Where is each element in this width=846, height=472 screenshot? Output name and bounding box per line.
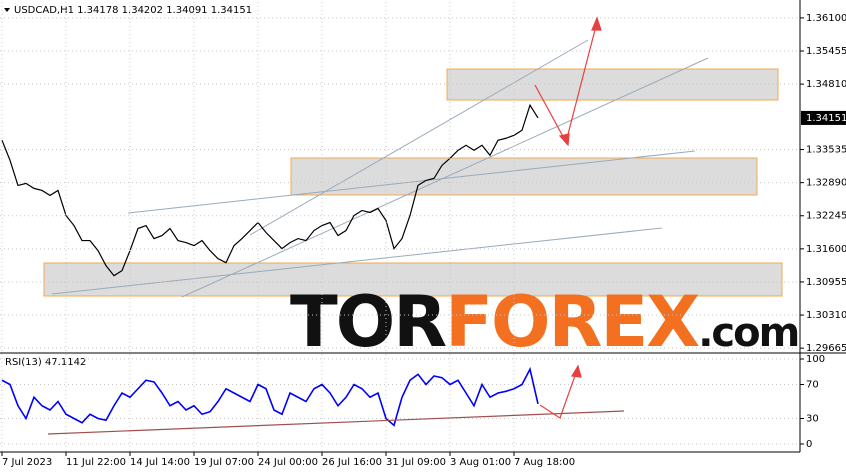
y-tick-label: 100 (806, 354, 825, 365)
support-zone (43, 262, 783, 297)
arrowhead (571, 364, 582, 378)
y-tick-label: 1.36100 (806, 13, 846, 24)
trend-lines (51, 39, 709, 298)
y-tick-label: 70 (806, 379, 819, 390)
y-tick-label: 0 (806, 439, 812, 450)
watermark-part: TOR (290, 281, 446, 363)
watermark-part: .com (698, 310, 798, 356)
y-tick-label: 1.35455 (806, 46, 846, 57)
x-tick-label: 19 Jul 07:00 (194, 457, 254, 468)
y-tick-label: 1.30310 (806, 310, 846, 321)
trend-line (181, 57, 709, 298)
trend-line (249, 39, 589, 236)
x-tick-label: 11 Jul 22:00 (66, 457, 126, 468)
arrowhead (558, 133, 570, 147)
price-line (1, 103, 539, 277)
x-tick-label: 31 Jul 09:00 (386, 457, 446, 468)
x-tick-label: 24 Jul 00:00 (258, 457, 318, 468)
rsi-line (1, 366, 539, 427)
x-tick-label: 26 Jul 16:00 (322, 457, 382, 468)
y-tick-label: 1.33535 (806, 145, 846, 156)
arrowhead (591, 16, 602, 31)
x-tick-label: 7 Jul 2023 (2, 457, 52, 468)
y-tick-label: 1.30955 (806, 277, 846, 288)
chart-title: USDCAD,H1 1.34178 1.34202 1.34091 1.3415… (14, 5, 252, 16)
x-tick-label: 3 Aug 01:00 (450, 457, 511, 468)
current-price-box (801, 110, 846, 125)
x-tick-label: 7 Aug 18:00 (514, 457, 575, 468)
y-tick-label: 30 (806, 414, 819, 425)
menu-triangle (4, 8, 10, 12)
x-tick-label: 14 Jul 14:00 (130, 457, 190, 468)
y-tick-label: 1.29665 (806, 343, 846, 354)
forecast-arrows (47, 16, 625, 435)
arrow (539, 369, 578, 419)
watermark: TORFOREX.com (290, 281, 798, 363)
trend-line (127, 150, 696, 214)
rsi-title: RSI(13) 47.1142 (5, 357, 86, 368)
y-tick-label: 1.32890 (806, 178, 846, 189)
rsi-trend-line (47, 410, 625, 435)
y-tick-label: 1.32245 (806, 211, 846, 222)
trend-line (51, 227, 663, 295)
support-zone (290, 157, 758, 196)
y-tick-label: 1.34810 (806, 79, 846, 90)
y-tick-label: 1.31600 (806, 244, 846, 255)
watermark-part: FOREX (445, 281, 699, 363)
current-price-label: 1.34151 (806, 113, 846, 124)
